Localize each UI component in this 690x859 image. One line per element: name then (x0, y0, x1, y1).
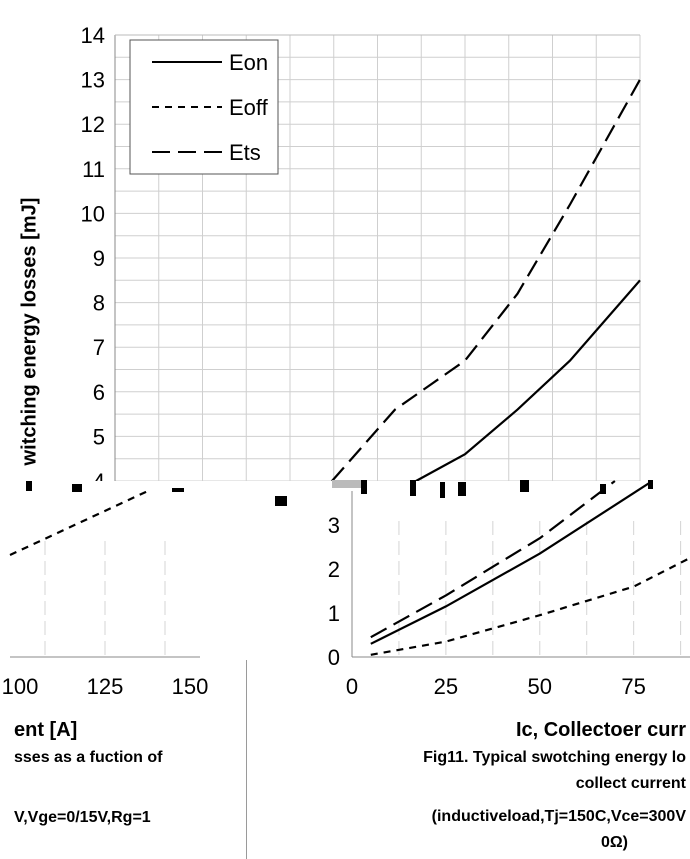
upper-y-tick-label: 10 (81, 201, 105, 226)
upper-y-tick-label: 11 (82, 157, 105, 182)
lower-left-x-tick-label: 100 (2, 674, 39, 699)
overlap-mask (0, 481, 690, 859)
legend-label-eon: Eon (229, 50, 268, 75)
right-figure-caption-line3: (inductiveload,Tj=150C,Vce=300V (431, 808, 686, 825)
upper-plot-y-ticks: 1413121110987654 (81, 23, 105, 494)
left-figure-caption-line1: sses as a fuction of (14, 749, 163, 766)
lower-right-y-tick-label: 1 (328, 601, 340, 626)
lower-right-x-tick-label: 75 (621, 674, 645, 699)
upper-y-tick-label: 13 (81, 68, 105, 93)
upper-y-tick-label: 6 (93, 380, 105, 405)
lower-left-x-tick-label: 125 (87, 674, 124, 699)
panel-divider (246, 660, 247, 859)
lower-left-plot-x-ticks: 100 125 150 (2, 674, 209, 699)
legend-label-eoff: Eoff (229, 95, 269, 120)
legend: Eon Eoff Ets (129, 39, 279, 175)
left-figure-caption-line2: V,Vge=0/15V,Rg=1 (14, 809, 151, 826)
lower-left-x-axis-title: ent [A] (14, 718, 244, 742)
lower-right-x-axis-title: Ic, Collectoer curr (515, 719, 686, 741)
lower-right-plot-series (370, 480, 690, 656)
lower-right-plot-grid (351, 491, 690, 658)
upper-y-tick-label: 14 (81, 23, 105, 48)
upper-y-tick-label: 5 (93, 424, 105, 449)
upper-series-eon (415, 279, 641, 482)
lower-left-plot-grid (10, 541, 200, 658)
lower-right-y-tick-label: 3 (328, 513, 340, 538)
right-figure-caption-line1: Fig11. Typical swotching energy lo (423, 749, 686, 766)
lower-right-x-tick-label: 25 (434, 674, 458, 699)
upper-plot-series (331, 79, 641, 482)
upper-plot-y-axis-title: witching energy losses [mJ] (18, 197, 41, 466)
lower-right-series-ets (370, 480, 616, 639)
lower-left-x-tick-label: 150 (172, 674, 209, 699)
right-figure-caption-line4: 0Ω) (600, 834, 628, 851)
lower-right-series-eon (370, 480, 653, 645)
right-figure-caption-line2: collect current (575, 775, 686, 792)
lower-left-x-axis-title-text: ent [A] (14, 719, 78, 741)
upper-y-tick-label: 12 (81, 112, 105, 137)
upper-y-tick-label: 9 (93, 246, 105, 271)
lower-right-x-tick-label: 0 (346, 674, 358, 699)
lower-right-plot-ticks: 321002550751 (328, 513, 646, 699)
lower-right-x-tick-label: 50 (528, 674, 552, 699)
lower-right-y-tick-label: 2 (328, 557, 340, 582)
lower-right-series-eoff (370, 557, 690, 656)
lower-right-y-tick-label: 0 (328, 645, 340, 670)
upper-y-tick-label: 7 (93, 335, 105, 360)
legend-label-ets: Ets (229, 140, 261, 165)
upper-series-ets (331, 79, 641, 482)
upper-y-tick-label: 8 (93, 291, 105, 316)
